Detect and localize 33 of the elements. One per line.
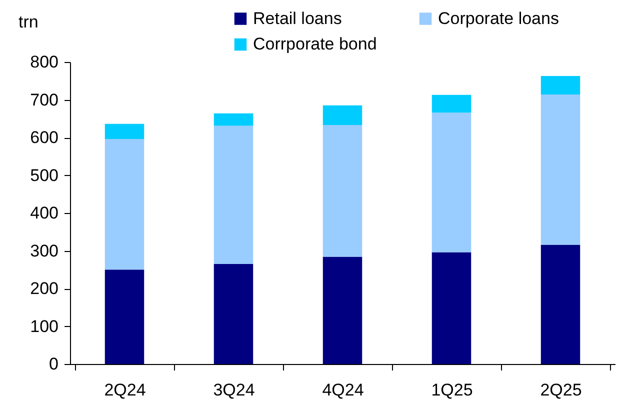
x-tick-label: 4Q24 <box>322 380 364 400</box>
y-tick-label: 400 <box>30 204 58 222</box>
x-tick-label: 2Q24 <box>104 380 146 400</box>
bar <box>214 264 254 364</box>
bar <box>432 112 472 252</box>
x-tick-label: 1Q25 <box>431 380 473 400</box>
bar <box>104 139 144 270</box>
y-tick-label: 200 <box>30 279 58 298</box>
bar <box>214 113 254 126</box>
legend-label: Corrporate bond <box>253 34 377 54</box>
legend-label: Corporate loans <box>438 8 559 28</box>
bar <box>432 94 472 113</box>
y-tick-label: 700 <box>30 90 58 110</box>
y-tick-label: 500 <box>30 166 58 185</box>
bar <box>322 105 362 126</box>
legend-label: Retail loans <box>253 8 342 28</box>
x-tick-label: 3Q24 <box>213 380 255 400</box>
y-tick-label: 0 <box>49 354 58 374</box>
bar <box>540 76 580 94</box>
bar <box>322 256 362 364</box>
bar <box>432 252 472 364</box>
y-tick-label: 800 <box>30 52 58 72</box>
y-tick-label: 600 <box>30 128 58 147</box>
y-tick-label: 100 <box>30 316 58 336</box>
x-tick-label: 2Q25 <box>540 380 582 400</box>
bar <box>540 94 580 245</box>
bar <box>540 244 580 364</box>
y-tick-label: 300 <box>30 241 58 260</box>
bar <box>104 124 144 140</box>
bar <box>214 126 254 264</box>
y-axis-title: trn <box>18 12 38 32</box>
bar <box>104 270 144 364</box>
bar <box>322 125 362 257</box>
